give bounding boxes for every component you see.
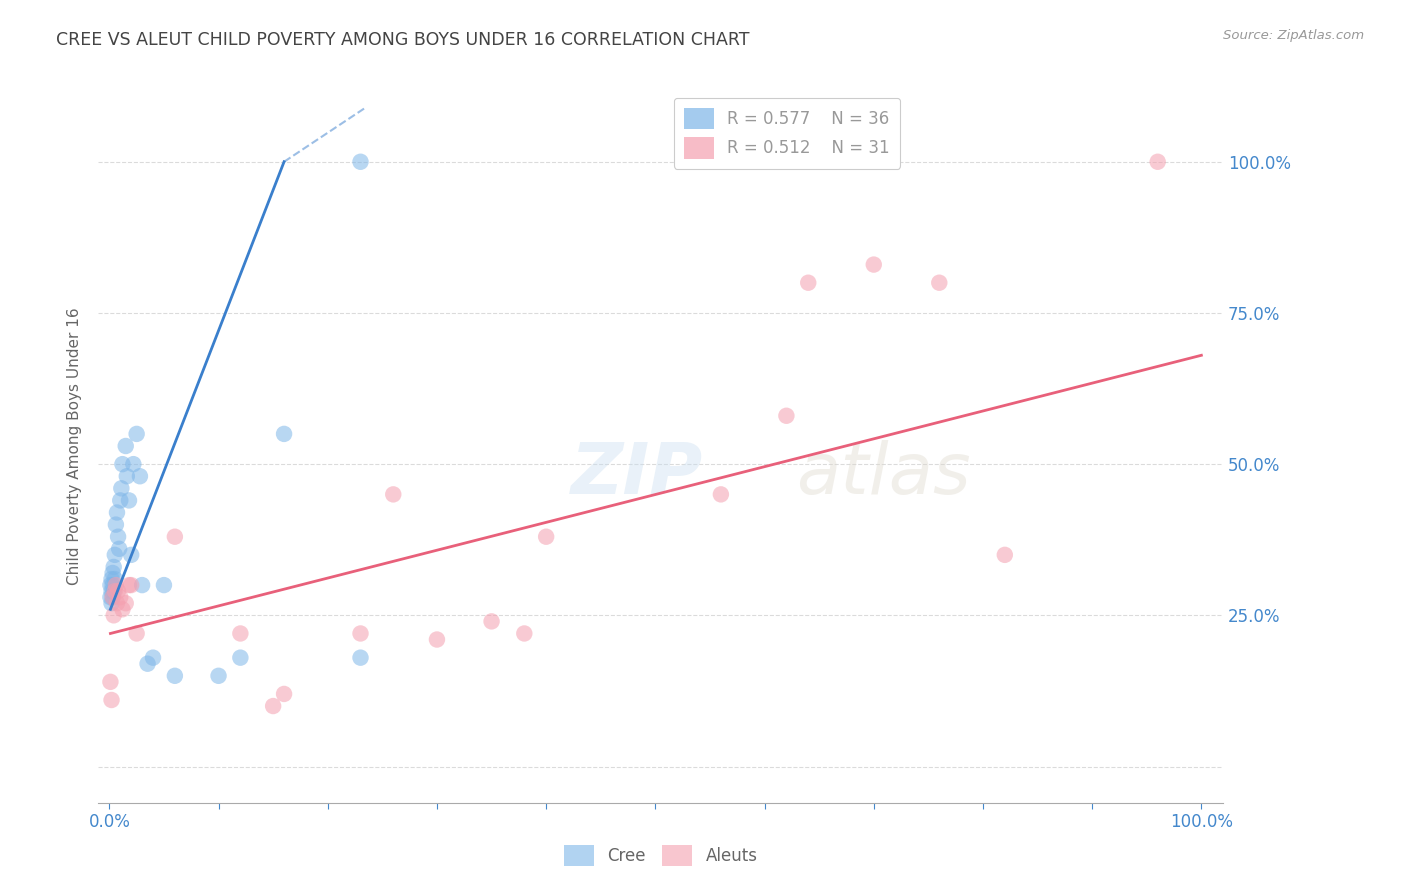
Point xyxy=(349,154,371,169)
Point xyxy=(229,650,252,665)
Point xyxy=(129,469,152,483)
Point xyxy=(120,578,142,592)
Point xyxy=(349,626,371,640)
Point xyxy=(105,506,128,520)
Point xyxy=(513,626,536,640)
Point xyxy=(114,596,136,610)
Point xyxy=(101,566,124,580)
Point xyxy=(107,584,129,599)
Text: CREE VS ALEUT CHILD POVERTY AMONG BOYS UNDER 16 CORRELATION CHART: CREE VS ALEUT CHILD POVERTY AMONG BOYS U… xyxy=(56,31,749,49)
Point xyxy=(481,615,503,629)
Point xyxy=(118,578,141,592)
Point xyxy=(103,584,125,599)
Point xyxy=(534,530,557,544)
Point xyxy=(122,457,145,471)
Point xyxy=(114,439,136,453)
Point xyxy=(103,608,125,623)
Text: atlas: atlas xyxy=(796,440,970,509)
Text: ZIP: ZIP xyxy=(571,440,703,509)
Point xyxy=(994,548,1017,562)
Point xyxy=(107,530,129,544)
Point xyxy=(426,632,449,647)
Point xyxy=(104,584,127,599)
Point xyxy=(163,530,186,544)
Point xyxy=(797,276,820,290)
Point xyxy=(105,596,128,610)
Point xyxy=(349,650,371,665)
Point xyxy=(110,481,132,495)
Point xyxy=(104,572,127,586)
Point xyxy=(100,693,122,707)
Point xyxy=(101,590,124,604)
Point xyxy=(273,426,295,441)
Point xyxy=(862,258,884,272)
Point xyxy=(262,699,284,714)
Point xyxy=(125,426,148,441)
Point xyxy=(382,487,405,501)
Text: Source: ZipAtlas.com: Source: ZipAtlas.com xyxy=(1223,29,1364,42)
Point xyxy=(131,578,153,592)
Point xyxy=(110,493,132,508)
Point xyxy=(142,650,165,665)
Point xyxy=(163,669,186,683)
Point xyxy=(100,596,122,610)
Point xyxy=(100,674,122,689)
Y-axis label: Child Poverty Among Boys Under 16: Child Poverty Among Boys Under 16 xyxy=(67,307,83,585)
Point xyxy=(273,687,295,701)
Point xyxy=(108,541,131,556)
Legend: Cree, Aleuts: Cree, Aleuts xyxy=(557,838,765,873)
Point xyxy=(111,602,134,616)
Point xyxy=(104,548,127,562)
Point xyxy=(100,584,122,599)
Point xyxy=(136,657,159,671)
Point xyxy=(101,578,124,592)
Point xyxy=(101,590,124,604)
Point xyxy=(100,590,122,604)
Point xyxy=(100,572,122,586)
Point xyxy=(118,493,141,508)
Point xyxy=(103,560,125,574)
Point xyxy=(125,626,148,640)
Point xyxy=(775,409,797,423)
Point xyxy=(229,626,252,640)
Point xyxy=(207,669,229,683)
Point xyxy=(928,276,950,290)
Point xyxy=(710,487,733,501)
Point xyxy=(100,578,122,592)
Point xyxy=(111,457,134,471)
Point xyxy=(153,578,176,592)
Point xyxy=(104,578,127,592)
Point xyxy=(120,548,142,562)
Point xyxy=(1146,154,1168,169)
Point xyxy=(110,590,132,604)
Point xyxy=(104,517,127,532)
Point xyxy=(115,469,138,483)
